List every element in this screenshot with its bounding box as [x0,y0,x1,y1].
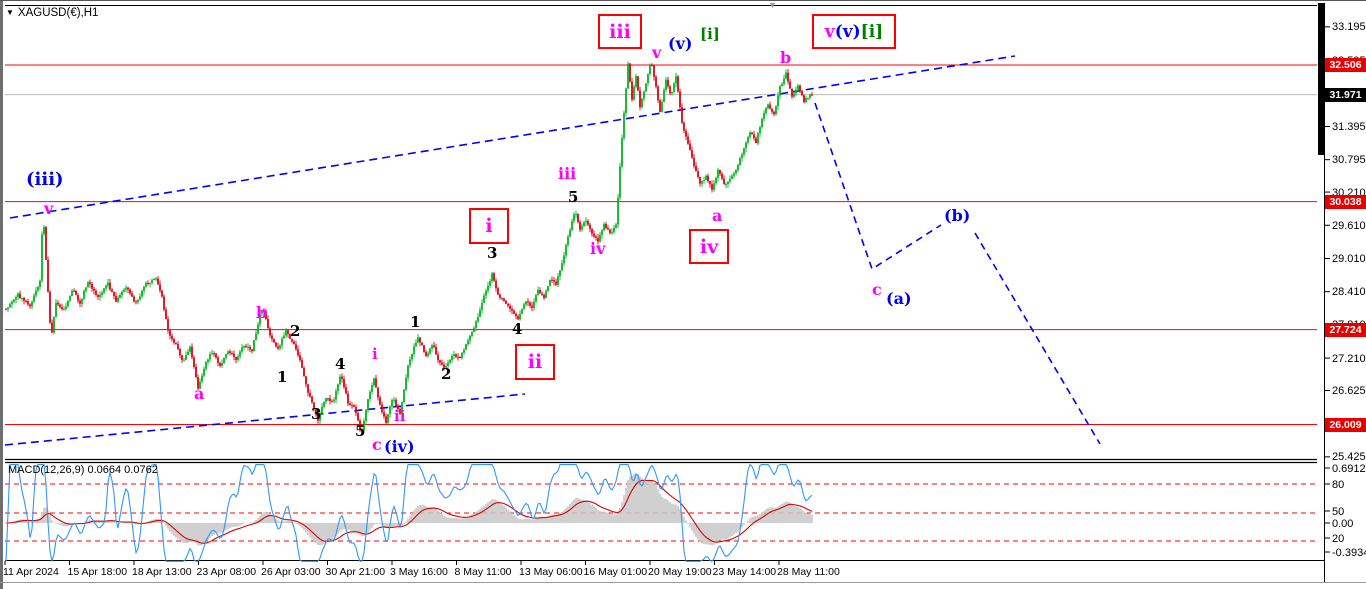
time-axis-label: 13 May 06:00 [519,566,583,578]
wave-label-5[interactable]: 5 [355,422,366,440]
upper-channel-trendline[interactable] [9,55,1016,219]
wave-label-iv[interactable]: iv [590,239,606,258]
price-level-badge[interactable]: 26.009 [1325,417,1366,432]
price-tick-label: 30.795 [1332,154,1366,167]
wave-label-a[interactable]: a [712,206,723,225]
wave-label-3[interactable]: 3 [487,244,498,262]
wave-label-2[interactable]: 2 [290,322,301,340]
time-axis-label: 30 Apr 21:00 [325,566,386,578]
wave-label-b[interactable]: b [256,303,268,322]
wave-label-4[interactable]: 4 [335,355,346,373]
macd-axis-label: 0.6912 [1332,462,1366,475]
wave-box-part: ii [527,351,543,373]
wave-label-4[interactable]: 4 [512,320,523,338]
wave-box-part: [i] [860,21,884,42]
price-tick-label: 29.010 [1332,252,1366,265]
time-axis-label: 8 May 11:00 [454,566,512,578]
window-left-edge [0,1,3,589]
time-axis-label: 11 Apr 2024 [3,566,59,578]
wave-box-ii[interactable]: ii [515,344,555,380]
macd-axis-label: 80 [1332,478,1345,491]
macd-axis-label: -0.3934 [1332,546,1366,559]
time-axis-label: 20 May 19:00 [648,566,712,578]
price-level-badge[interactable]: 30.038 [1325,194,1366,209]
time-axis-label: 23 May 14:00 [712,566,777,578]
wave-label-b[interactable]: b [780,48,792,67]
wave-label-b[interactable]: (b) [944,206,971,225]
price-tick-label: 29.610 [1332,219,1366,232]
wave-label-v[interactable]: v [652,43,662,62]
wave-label-1[interactable]: 1 [410,313,421,331]
scroll-marker-icon[interactable]: ▼ [768,0,777,10]
price-tick-label: 26.625 [1332,384,1366,397]
macd-axis-label: 50 [1332,505,1345,518]
time-axis-label: 26 Apr 03:00 [261,566,321,578]
wave-box-part: v [824,21,835,42]
wave-label-ii[interactable]: ii [394,407,406,425]
symbol-title-text: XAGUSD(€),H1 [17,7,99,19]
lower-channel-trendline[interactable] [4,393,526,446]
wave-label-5[interactable]: 5 [568,188,579,206]
price-tick-label: 25.425 [1332,451,1366,464]
current-price-badge: 31.971 [1325,87,1366,102]
projection-a-line[interactable] [814,102,942,271]
symbol-title[interactable]: ▼ XAGUSD(€),H1 [6,7,99,20]
wave-label-i[interactable]: i [372,345,378,363]
wave-label-1[interactable]: 1 [277,368,288,386]
macd-axis-label: 0.00 [1332,517,1354,530]
wave-box-v(v)[i][interactable]: v (v) [i] [812,14,896,49]
wave-label-2[interactable]: 2 [441,365,452,383]
price-level-badge[interactable]: 27.724 [1325,322,1366,337]
macd-indicator-label: MACD(12,26,9) 0.0664 0.0762 [8,464,158,476]
price-tick-label: 27.210 [1332,352,1366,365]
wave-box-iv[interactable]: iv [689,229,729,264]
price-tick-label: 33.195 [1332,21,1366,34]
wave-label-iii[interactable]: (iii) [26,169,64,190]
wave-box-iii[interactable]: iii [598,14,642,49]
wave-label-a[interactable]: (a) [886,289,912,308]
macd-axis-label: 20 [1332,532,1345,545]
chevron-down-icon[interactable]: ▼ [6,8,14,17]
wave-box-part: i [485,215,493,237]
wave-label-3[interactable]: 3 [311,405,322,423]
price-tick-label: 31.395 [1332,120,1366,133]
time-axis-label: 3 May 16:00 [390,566,448,578]
macd-signal-line [5,479,813,544]
time-axis-label: 18 Apr 13:00 [132,566,192,578]
scrollbar-thumb[interactable] [1318,3,1324,155]
candlestick-series [5,61,813,434]
time-axis-label: 15 Apr 18:00 [67,566,128,578]
wave-box-part: iv [699,235,719,258]
wave-label-v[interactable]: (v) [668,34,693,53]
projection-b-line[interactable] [974,232,1101,445]
wave-label-i[interactable]: [i] [700,25,720,43]
wave-label-a[interactable]: a [194,384,205,403]
wave-box-i[interactable]: i [469,208,509,244]
wave-label-iv[interactable]: (iv) [384,437,415,456]
wave-label-v[interactable]: v [44,199,54,218]
wave-box-part: iii [609,20,631,43]
wave-box-part: (v) [834,21,861,42]
price-tick-label: 28.410 [1332,286,1366,299]
price-level-badge[interactable]: 32.506 [1325,58,1366,72]
oscillator-line [5,463,813,562]
time-axis-label: 23 Apr 08:00 [196,566,257,578]
time-axis-label: 16 May 01:00 [583,566,648,578]
time-axis-label: 28 May 11:00 [777,566,840,578]
wave-label-c[interactable]: c [372,435,382,454]
wave-label-c[interactable]: c [872,280,882,299]
wave-label-iii[interactable]: iii [558,164,577,183]
